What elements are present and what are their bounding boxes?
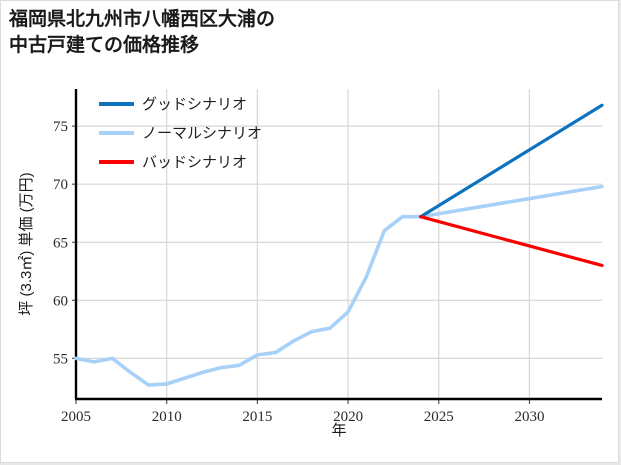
- y-axis-ticks-group: 55 60 65 70 75: [53, 119, 76, 367]
- series-line-good: [419, 103, 604, 219]
- y-tick-label: 75: [53, 119, 68, 135]
- x-tick-label: 2010: [152, 409, 182, 425]
- x-tick-label: 2030: [514, 409, 544, 425]
- data-series-group: [74, 103, 604, 387]
- series-line-normal: [74, 184, 604, 387]
- x-tick-label: 2025: [424, 409, 454, 425]
- y-tick-label: 55: [53, 351, 68, 367]
- x-tick-label: 2005: [61, 409, 91, 425]
- legend-label-0: グッドシナリオ: [142, 96, 247, 113]
- x-tick-label: 2020: [333, 409, 363, 425]
- y-tick-label: 70: [53, 177, 68, 193]
- legend-label-2: バッドシナリオ: [142, 155, 247, 171]
- y-axis-title: 坪 (3.3㎡) 単価 (万円): [18, 172, 35, 315]
- y-tick-label: 65: [53, 235, 68, 251]
- legend-label-1: ノーマルシナリオ: [142, 126, 262, 142]
- x-tick-label: 2015: [242, 409, 272, 425]
- page-title: 福岡県北九州市八幡西区大浦の 中古戸建ての価格推移: [9, 9, 276, 56]
- y-tick-label: 60: [53, 293, 68, 309]
- x-axis-title: 年: [331, 422, 346, 439]
- x-axis-ticks-group: 2005 2010 2015 2020 2025 2030: [61, 399, 544, 425]
- series-line-bad: [419, 215, 604, 268]
